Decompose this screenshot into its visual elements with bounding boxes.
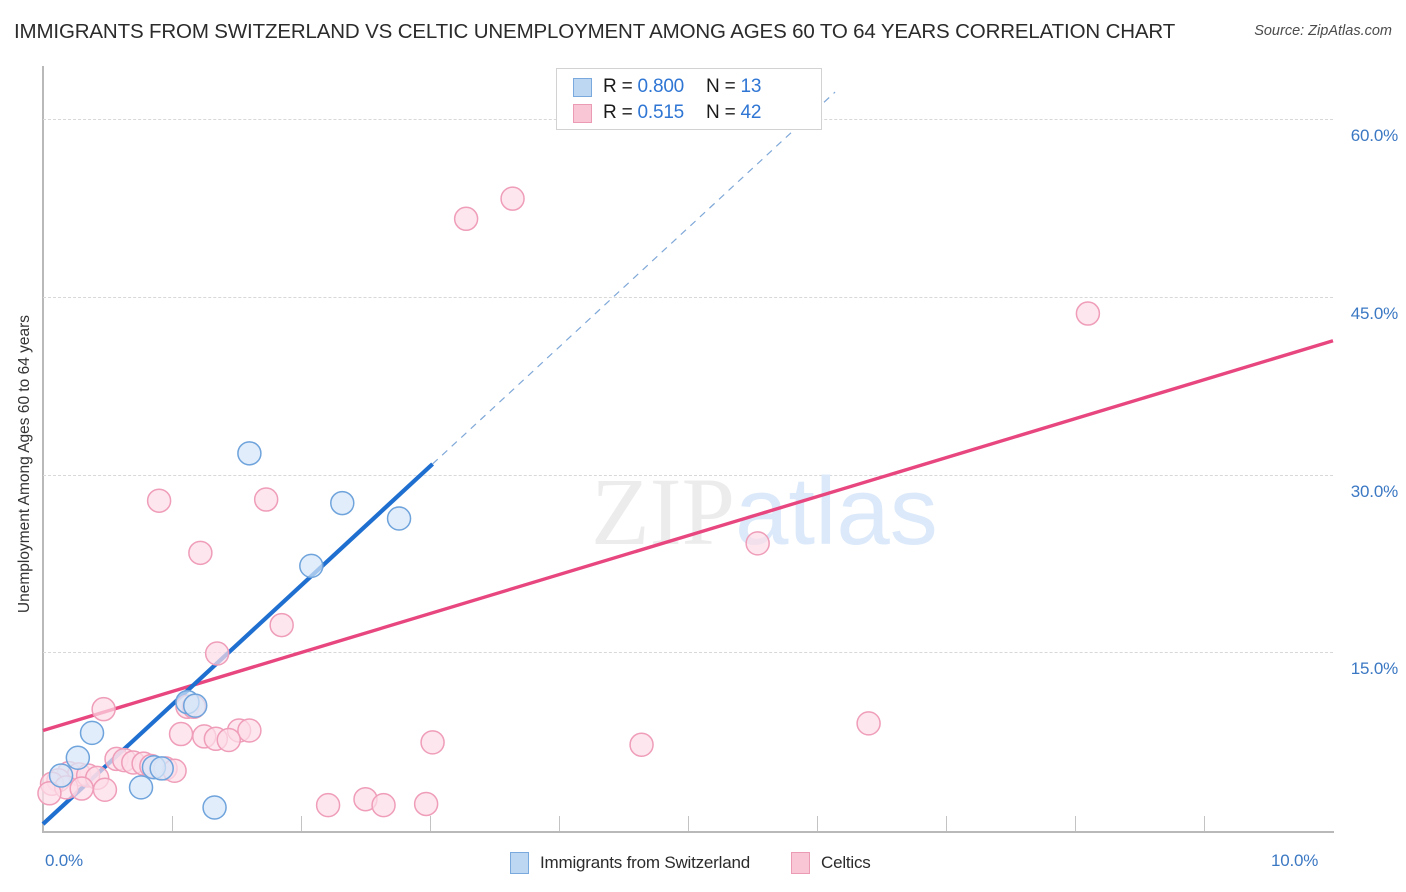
scatter-point[interactable] <box>330 490 355 516</box>
scatter-point[interactable] <box>92 777 118 802</box>
chart-header: IMMIGRANTS FROM SWITZERLAND VS CELTIC UN… <box>0 0 1406 56</box>
scatter-point[interactable] <box>629 732 654 757</box>
n-value-blue: 13 <box>740 76 762 97</box>
x-tick-mark <box>172 816 173 831</box>
x-tick-mark <box>1075 816 1076 831</box>
x-axis-line <box>42 831 1334 833</box>
legend-label-pink: Celtics <box>821 853 871 872</box>
stats-row-blue: R = 0.800 N = 13 <box>573 74 761 100</box>
n-label-pink: N = <box>706 102 736 123</box>
pink-swatch-icon <box>573 103 592 123</box>
scatter-point[interactable] <box>188 540 213 566</box>
n-label-blue: N = <box>706 76 736 97</box>
scatter-point[interactable] <box>202 795 227 820</box>
scatter-point[interactable] <box>315 792 341 818</box>
x-tick-mark <box>946 816 947 831</box>
celtics-scatter-points <box>37 186 1101 818</box>
scatter-point[interactable] <box>453 206 479 232</box>
scatter-point[interactable] <box>182 693 208 718</box>
gridline <box>43 652 1333 654</box>
scatter-point[interactable] <box>168 721 194 747</box>
scatter-point[interactable] <box>500 186 525 211</box>
scatter-point[interactable] <box>216 727 242 753</box>
scatter-point[interactable] <box>237 441 262 466</box>
x-tick-mark <box>301 816 302 831</box>
scatter-point[interactable] <box>204 641 230 666</box>
celtics-trend-line <box>42 339 1334 733</box>
legend-item-immigrants-from-switzerland[interactable]: Immigrants from Switzerland <box>510 852 750 874</box>
scatter-point[interactable] <box>269 612 294 638</box>
scatter-point[interactable] <box>253 487 279 512</box>
scatter-point[interactable] <box>37 781 62 806</box>
gridline <box>43 296 1333 298</box>
y-tick-label: 30.0% <box>1350 481 1398 501</box>
x-tick-mark <box>817 816 818 831</box>
x-tick-label: 0.0% <box>45 851 83 870</box>
page-title: IMMIGRANTS FROM SWITZERLAND VS CELTIC UN… <box>14 20 1176 43</box>
gridline <box>43 474 1333 476</box>
scatter-point[interactable] <box>91 696 116 722</box>
switzerland-trend-line-extension <box>432 91 836 465</box>
switzerland-scatter-points <box>48 441 412 820</box>
series-legend: Immigrants from Switzerland Celtics <box>510 850 871 876</box>
scatter-point[interactable] <box>371 792 396 818</box>
x-tick-label: 10.0% <box>1271 851 1319 870</box>
r-value-blue: 0.800 <box>637 76 685 97</box>
scatter-point[interactable] <box>65 745 91 770</box>
correlation-stats-legend: R = 0.800 N = 13 R = 0.515 N = 42 <box>556 68 822 130</box>
legend-label-blue: Immigrants from Switzerland <box>540 853 750 872</box>
scatter-point[interactable] <box>237 718 262 743</box>
scatter-point[interactable] <box>48 763 74 788</box>
scatter-point[interactable] <box>149 756 174 781</box>
stats-row-pink: R = 0.515 N = 42 <box>573 100 761 126</box>
y-tick-label: 45.0% <box>1350 303 1398 323</box>
scatter-point[interactable] <box>856 711 881 736</box>
r-label-pink: R = <box>603 102 633 123</box>
scatter-point[interactable] <box>1075 301 1101 326</box>
legend-item-celtics[interactable]: Celtics <box>791 852 871 874</box>
y-axis-line <box>42 66 44 832</box>
x-tick-mark <box>1204 816 1205 831</box>
r-label-blue: R = <box>603 76 633 97</box>
legend-swatch-pink-icon <box>791 852 810 874</box>
blue-swatch-icon <box>573 77 592 97</box>
scatter-point[interactable] <box>299 553 324 579</box>
y-tick-label: 60.0% <box>1350 126 1398 146</box>
n-value-pink: 42 <box>740 102 762 123</box>
scatter-point[interactable] <box>128 775 154 800</box>
x-tick-mark <box>559 816 560 831</box>
scatter-point[interactable] <box>79 720 105 746</box>
x-tick-mark <box>430 816 431 831</box>
scatter-point[interactable] <box>146 488 172 513</box>
scatter-point[interactable] <box>420 730 445 755</box>
scatter-point[interactable] <box>413 791 439 817</box>
r-value-pink: 0.515 <box>637 102 685 123</box>
scatter-point[interactable] <box>386 506 412 531</box>
scatter-point[interactable] <box>69 776 94 801</box>
legend-swatch-blue-icon <box>510 852 529 874</box>
source-attribution: Source: ZipAtlas.com <box>1254 23 1392 39</box>
x-tick-mark <box>688 816 689 831</box>
y-tick-label: 15.0% <box>1350 659 1398 679</box>
scatter-point[interactable] <box>745 531 770 556</box>
